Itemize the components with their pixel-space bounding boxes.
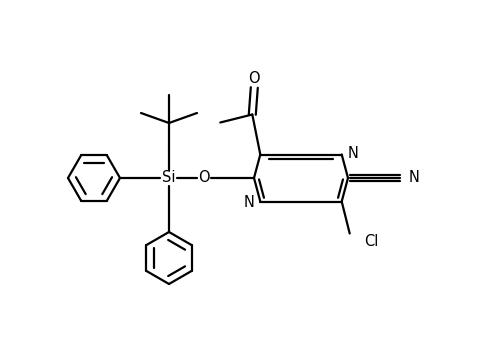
Text: N: N <box>409 171 420 185</box>
Text: N: N <box>348 146 358 161</box>
Text: Cl: Cl <box>364 234 378 249</box>
Text: O: O <box>248 71 260 86</box>
Text: N: N <box>244 195 254 210</box>
Text: O: O <box>198 171 210 185</box>
Text: Si: Si <box>162 171 176 185</box>
